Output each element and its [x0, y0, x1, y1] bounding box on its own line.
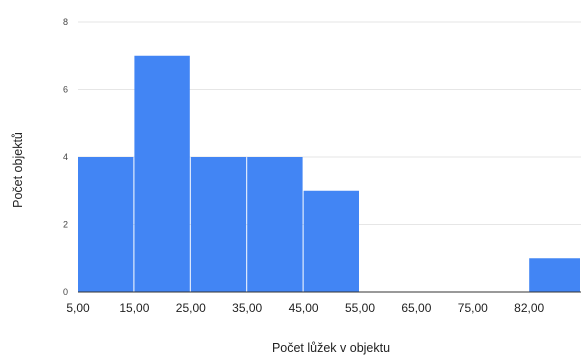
x-axis-title: Počet lůžek v objektu — [272, 341, 390, 355]
x-tick-label: 15,00 — [119, 301, 149, 315]
x-tick-labels: 5,00 15,00 25,00 35,00 45,00 55,00 65,00 75,00 8… — [66, 301, 544, 315]
bar-5-15 — [78, 157, 134, 292]
bar-35-45 — [247, 157, 303, 292]
x-tick-label: 75,00 — [458, 301, 488, 315]
bars — [78, 55, 580, 292]
y-tick-label: 4 — [63, 152, 68, 162]
y-tick-label: 6 — [63, 85, 68, 95]
y-tick-label: 8 — [63, 17, 68, 27]
x-tick-label: 82,00 — [514, 301, 544, 315]
bar-82-92 — [529, 258, 580, 292]
x-tick-label: 55,00 — [345, 301, 375, 315]
bar-15-25 — [134, 55, 190, 292]
y-tick-label: 0 — [63, 287, 68, 297]
x-tick-label: 25,00 — [176, 301, 206, 315]
x-tick-label: 45,00 — [289, 301, 319, 315]
bar-25-35 — [190, 157, 247, 292]
x-tick-label: 65,00 — [401, 301, 431, 315]
y-tick-label: 2 — [63, 220, 68, 230]
bar-45-55 — [303, 190, 359, 292]
y-axis-title: Počet objektů — [11, 132, 25, 208]
x-tick-label: 5,00 — [66, 301, 90, 315]
x-tick-label: 35,00 — [232, 301, 262, 315]
y-tick-labels: 0 2 4 6 8 — [63, 17, 68, 297]
